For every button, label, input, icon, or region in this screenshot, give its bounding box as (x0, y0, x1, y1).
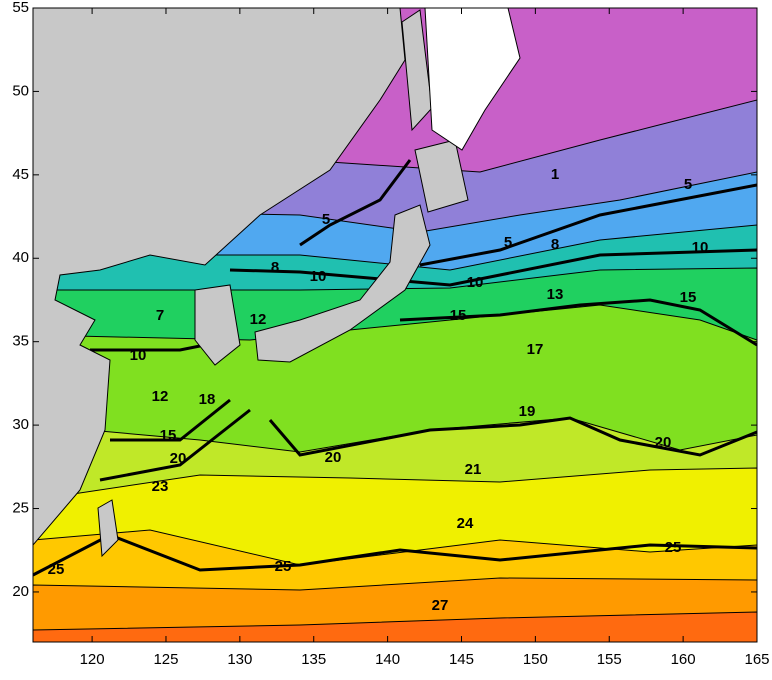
contour-label: 12 (152, 388, 169, 405)
y-tick-label: 55 (12, 0, 29, 16)
y-tick-label: 30 (12, 416, 29, 433)
x-tick-label: 135 (301, 651, 326, 668)
contour-label: 27 (432, 597, 449, 614)
contour-label: 18 (199, 391, 216, 408)
contour-label: 17 (527, 341, 544, 358)
x-tick-label: 160 (671, 651, 696, 668)
frame (32, 7, 758, 643)
contour-label: 15 (450, 307, 467, 324)
ice (424, 8, 521, 151)
axes: 120 125 130 135 140 145 150 155 160 1652025303540… (12, 0, 769, 668)
contour-label: 8 (551, 236, 559, 253)
contour-label: 10 (692, 239, 709, 256)
x-tick-label: 145 (449, 651, 474, 668)
contour-label: 15 (680, 289, 697, 306)
land (414, 139, 469, 213)
contour-label: 7 (156, 307, 164, 324)
contour-label: 12 (250, 311, 267, 328)
x-tick-label: 125 (153, 651, 178, 668)
contour (399, 298, 757, 347)
land (254, 204, 431, 363)
contour (299, 159, 412, 247)
map-area (33, 8, 757, 642)
contour (99, 408, 251, 482)
contour (229, 248, 757, 287)
contour-label: 20 (655, 434, 672, 451)
contour (33, 533, 757, 577)
x-tick-label: 165 (744, 651, 769, 668)
y-tick-label: 35 (12, 333, 29, 350)
contour (110, 398, 231, 442)
contour-label: 8 (271, 259, 279, 276)
contour-label: 10 (467, 274, 484, 291)
contour-label: 10 (130, 347, 147, 364)
contour-label: 19 (519, 403, 536, 420)
y-tick-label: 45 (12, 166, 29, 183)
contour-label: 20 (325, 449, 342, 466)
contour (419, 183, 757, 267)
band (33, 611, 757, 642)
land (33, 8, 406, 546)
y-tick-label: 20 (12, 583, 29, 600)
y-tick-label: 50 (12, 82, 29, 99)
contour-label: 25 (665, 539, 682, 556)
land (194, 284, 241, 366)
contour-label: 21 (465, 461, 482, 478)
contour-label: 13 (547, 286, 564, 303)
contour (268, 416, 757, 457)
contour-label: 25 (275, 558, 292, 575)
y-tick-label: 25 (12, 499, 29, 516)
x-tick-label: 130 (227, 651, 252, 668)
contour-label: 20 (170, 450, 187, 467)
x-tick-label: 120 (80, 651, 105, 668)
contour-label: 5 (322, 211, 330, 228)
contour-label: 23 (152, 478, 169, 495)
contour-label: 5 (504, 234, 512, 251)
contour-label: 10 (310, 268, 327, 285)
x-tick-label: 140 (375, 651, 400, 668)
x-tick-label: 155 (597, 651, 622, 668)
contour-label: 25 (48, 561, 65, 578)
contour-label: 15 (160, 427, 177, 444)
x-tick-label: 150 (523, 651, 548, 668)
contour-label: 24 (457, 515, 474, 532)
contour-label: 5 (684, 176, 692, 193)
contour-label: 1 (551, 166, 559, 183)
land (97, 499, 119, 558)
y-tick-label: 40 (12, 249, 29, 266)
